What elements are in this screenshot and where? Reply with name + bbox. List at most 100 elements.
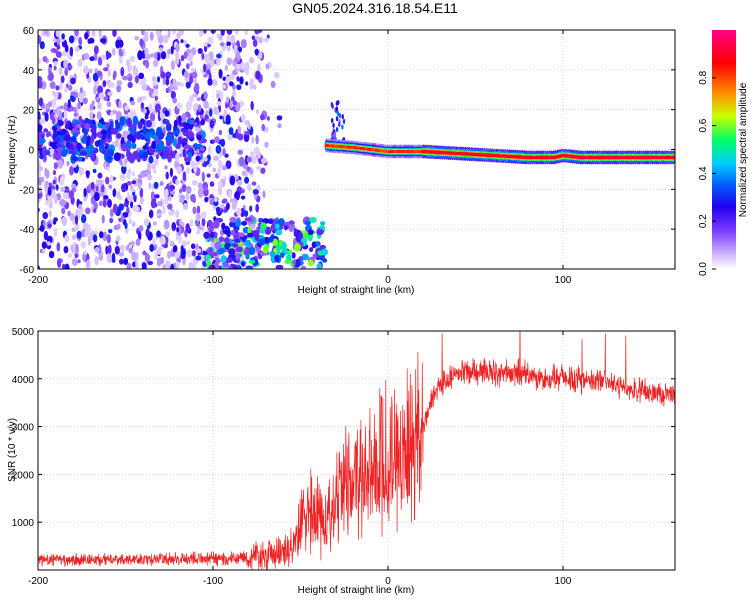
spectrogram-ytick-label: -20 <box>20 185 35 196</box>
heatmap-cell <box>137 50 143 61</box>
snr-ytick-label: 4000 <box>12 375 35 386</box>
heatmap-cell <box>53 65 57 71</box>
heatmap-cell <box>88 37 95 44</box>
heatmap-cell <box>52 109 58 114</box>
heatmap-cell <box>219 91 224 101</box>
heatmap-cell <box>235 63 241 70</box>
heatmap-cell <box>80 137 87 144</box>
heatmap-cell <box>38 80 43 89</box>
heatmap-cell <box>132 205 139 212</box>
heatmap-cell <box>60 75 65 84</box>
heatmap-cell <box>103 195 109 200</box>
heatmap-cell <box>138 225 144 232</box>
heatmap-cell <box>213 155 219 162</box>
heatmap-cell <box>205 54 211 64</box>
heatmap-cell <box>118 39 124 48</box>
heatmap-cell <box>240 195 246 200</box>
heatmap-cell <box>253 84 257 90</box>
heatmap-cell <box>163 188 169 198</box>
heatmap-cell <box>84 32 89 40</box>
heatmap-cell <box>208 247 213 254</box>
heatmap-cell <box>162 264 166 269</box>
heatmap-cell <box>64 67 69 77</box>
heatmap-cell <box>229 221 234 228</box>
heatmap-cell <box>172 97 178 104</box>
heatmap-cell <box>38 124 43 132</box>
heatmap-cell <box>43 230 49 241</box>
heatmap-cell <box>201 172 205 183</box>
heatmap-cell <box>154 251 158 260</box>
colorbar: 0.0 0.2 0.4 0.6 0.8 Normalized spectral ampl… <box>698 30 749 276</box>
heatmap-cell <box>222 198 228 204</box>
heatmap-cell <box>74 30 79 37</box>
heatmap-cell <box>63 192 69 199</box>
heatmap-cell <box>189 61 193 67</box>
heatmap-cell <box>140 95 147 101</box>
heatmap-cell <box>229 81 234 87</box>
heatmap-cell <box>246 232 254 238</box>
heatmap-cell <box>229 198 235 203</box>
heatmap-cell <box>64 234 70 243</box>
heatmap-cell <box>176 102 183 109</box>
heatmap-cell <box>58 66 63 76</box>
heatmap-cell <box>92 168 97 174</box>
heatmap-cell <box>48 72 54 82</box>
heatmap-cell <box>213 251 218 257</box>
heatmap-cell <box>249 169 254 175</box>
heatmap-cell <box>162 34 169 44</box>
heatmap-cell <box>123 257 129 266</box>
heatmap-cell <box>186 63 190 70</box>
heatmap-cell <box>74 215 79 225</box>
heatmap-cell <box>229 73 235 81</box>
heatmap-cell <box>98 200 103 207</box>
heatmap-cell <box>63 59 69 69</box>
heatmap-cell <box>137 97 141 103</box>
heatmap-cell <box>200 119 205 126</box>
heatmap-cell <box>98 30 102 38</box>
heatmap-cell <box>166 133 173 142</box>
heatmap-cell <box>203 30 207 34</box>
heatmap-cell <box>189 218 194 228</box>
heatmap-cell <box>316 228 324 236</box>
heatmap-cell <box>341 114 344 120</box>
heatmap-cell <box>173 125 178 131</box>
heatmap-cell <box>183 123 191 130</box>
heatmap-cell <box>154 51 158 60</box>
heatmap-cell <box>154 244 158 250</box>
heatmap-cell <box>142 125 147 136</box>
heatmap-cell <box>216 101 222 106</box>
heatmap-cell <box>212 167 217 172</box>
heatmap-cell <box>171 222 177 232</box>
heatmap-cell <box>112 30 117 37</box>
heatmap-cell <box>55 184 59 191</box>
heatmap-cell <box>100 37 107 44</box>
heatmap-cell <box>101 214 105 224</box>
heatmap-cell <box>152 75 157 83</box>
heatmap-cell <box>38 97 44 107</box>
heatmap-cell <box>209 139 216 144</box>
heatmap-cell <box>241 113 246 123</box>
heatmap-cell <box>72 119 79 124</box>
heatmap-cell <box>96 111 102 121</box>
heatmap-cell <box>119 116 125 126</box>
heatmap-cell <box>170 190 176 195</box>
spectrogram-heatmap <box>38 30 675 269</box>
heatmap-cell <box>244 239 252 248</box>
heatmap-cell <box>319 244 327 250</box>
heatmap-cell <box>102 80 107 88</box>
heatmap-cell <box>122 212 129 218</box>
heatmap-cell <box>188 52 194 61</box>
heatmap-cell <box>63 102 68 112</box>
heatmap-cell <box>107 91 113 96</box>
heatmap-cell <box>87 235 91 246</box>
heatmap-cell <box>223 109 228 117</box>
heatmap-cell <box>98 179 103 187</box>
heatmap-cell <box>162 77 167 86</box>
heatmap-cell <box>63 186 70 194</box>
heatmap-cell <box>164 110 170 117</box>
heatmap-cell <box>245 253 250 260</box>
heatmap-cell <box>264 141 269 148</box>
heatmap-cell <box>220 30 225 36</box>
heatmap-cell <box>203 100 209 109</box>
